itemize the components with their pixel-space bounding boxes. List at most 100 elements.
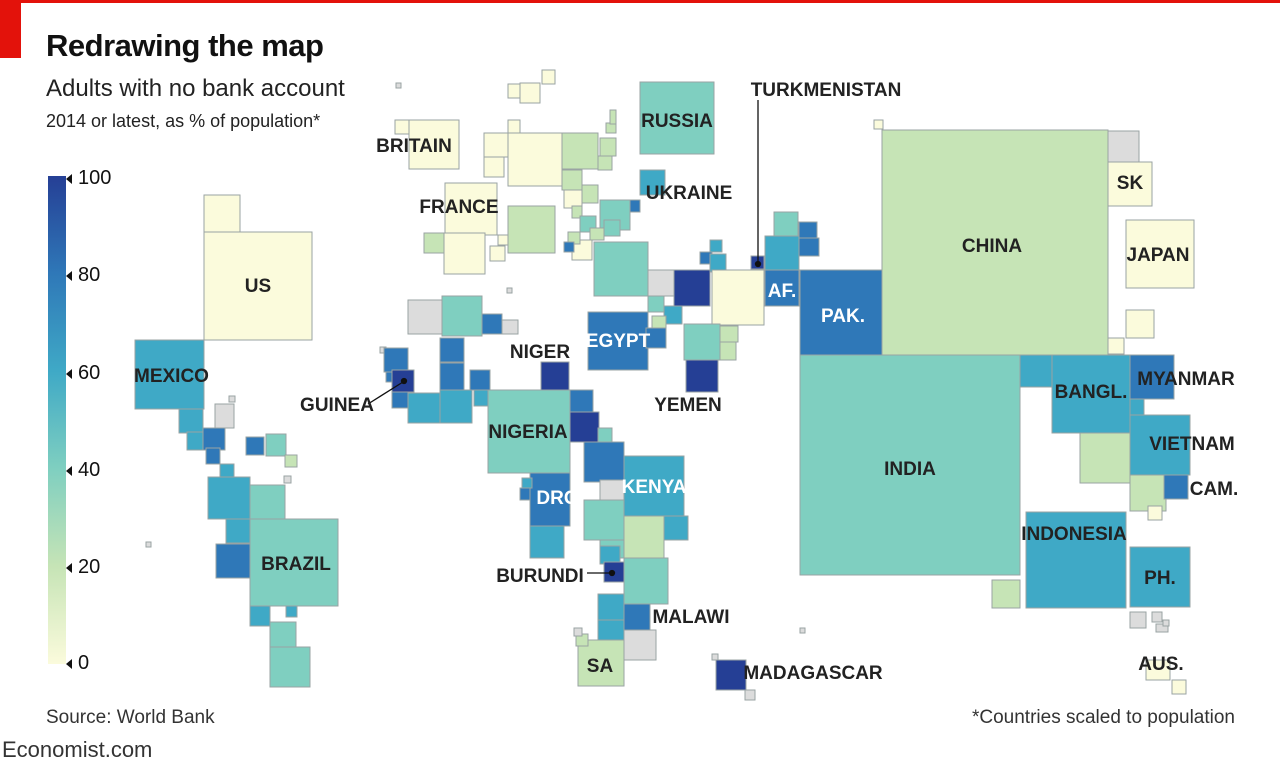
legend-tick-marker — [66, 369, 72, 379]
country-tile — [798, 221, 818, 241]
country-tile — [623, 629, 657, 661]
country-tile — [639, 81, 715, 155]
country-tile — [469, 369, 491, 391]
country-tile — [587, 311, 649, 371]
label-guinea: GUINEA — [300, 395, 374, 416]
country-tile — [599, 545, 621, 565]
country-tile — [799, 627, 806, 634]
country-tile — [1129, 398, 1145, 416]
country-tile — [571, 205, 583, 219]
country-tile — [249, 484, 286, 521]
country-tile — [639, 169, 666, 196]
label-france: FRANCE — [419, 197, 498, 218]
country-tile — [1079, 432, 1131, 484]
country-tile — [1125, 309, 1155, 339]
country-tile — [1129, 354, 1175, 400]
legend-tick-label: 0 — [78, 652, 90, 674]
country-tile — [568, 411, 600, 443]
country-tile — [1171, 679, 1187, 695]
country-tile — [203, 231, 313, 341]
brand-tab — [0, 0, 21, 58]
country-tile — [214, 403, 235, 429]
country-tile — [685, 359, 719, 393]
country-tile — [581, 184, 599, 204]
country-tile — [711, 653, 719, 661]
label-yemen: YEMEN — [654, 395, 722, 416]
label-india: INDIA — [884, 459, 936, 480]
legend-tick-label: 40 — [78, 459, 101, 481]
country-tile — [573, 627, 583, 637]
country-tile — [597, 155, 613, 171]
country-tile — [764, 269, 800, 307]
legend-tick-marker — [66, 466, 72, 476]
label-brazil: BRAZIL — [261, 554, 331, 575]
country-tile — [507, 83, 521, 99]
country-tile — [991, 579, 1021, 609]
footnote: *Countries scaled to population — [971, 707, 1235, 728]
country-tile — [1129, 474, 1167, 512]
country-tile — [1147, 505, 1163, 521]
country-tile — [623, 515, 665, 559]
legend-tick-label: 60 — [78, 362, 101, 384]
country-tile — [1151, 611, 1163, 623]
country-tile — [507, 119, 521, 134]
country-tile — [597, 593, 625, 621]
country-tile — [561, 132, 599, 170]
country-tile — [1051, 354, 1131, 434]
chart-subtitle: Adults with no bank account — [46, 75, 345, 102]
country-tile — [1163, 474, 1189, 500]
country-tile — [563, 189, 583, 209]
country-tile — [1025, 511, 1127, 609]
country-tile — [483, 156, 505, 178]
label-china: CHINA — [962, 236, 1022, 257]
source-note: Source: World Bank — [46, 707, 215, 728]
label-drc: DRC — [536, 488, 577, 509]
country-tile — [623, 603, 651, 631]
legend-tick-label: 100 — [78, 167, 112, 189]
country-tile — [719, 325, 739, 343]
country-tile — [597, 619, 625, 641]
label-malawi: MALAWI — [652, 607, 729, 628]
country-tile — [385, 371, 393, 383]
label-south-africa: SA — [587, 656, 614, 677]
label-russia: RUSSIA — [641, 111, 713, 132]
country-tile — [711, 269, 765, 326]
country-tile — [1145, 659, 1171, 681]
country-tile — [215, 543, 251, 579]
label-turkmenistan: TURKMENISTAN — [751, 80, 902, 101]
legend-tick-label: 80 — [78, 264, 101, 286]
country-tile — [647, 269, 675, 297]
country-tile — [395, 82, 402, 89]
country-tile — [423, 232, 445, 254]
label-us: US — [245, 276, 271, 297]
country-tile — [540, 361, 570, 391]
label-south-korea: SK — [1117, 173, 1144, 194]
legend-tick-label: 20 — [78, 556, 101, 578]
country-tile — [283, 475, 292, 484]
chart-title: Redrawing the map — [46, 28, 324, 63]
country-tile — [207, 476, 251, 520]
label-mexico: MEXICO — [134, 366, 209, 387]
country-tile — [391, 391, 409, 409]
country-tile — [541, 69, 556, 85]
country-tile — [269, 646, 311, 688]
country-tile — [593, 241, 649, 297]
country-tile — [481, 313, 503, 335]
country-tile — [439, 337, 465, 363]
country-tile — [798, 237, 820, 257]
country-tile — [519, 82, 541, 104]
country-tile — [407, 299, 443, 335]
label-britain: BRITAIN — [376, 136, 452, 157]
country-tile — [1129, 414, 1191, 476]
country-tile — [873, 119, 884, 130]
country-tile — [269, 621, 297, 649]
country-tile — [709, 239, 723, 253]
label-cambodia: CAM. — [1190, 479, 1239, 500]
label-australia: AUS. — [1138, 654, 1183, 675]
label-leader-lines — [367, 100, 762, 577]
country-tile — [623, 455, 685, 517]
country-tile — [134, 339, 205, 410]
country-tile — [597, 427, 613, 443]
country-tile — [265, 433, 287, 457]
